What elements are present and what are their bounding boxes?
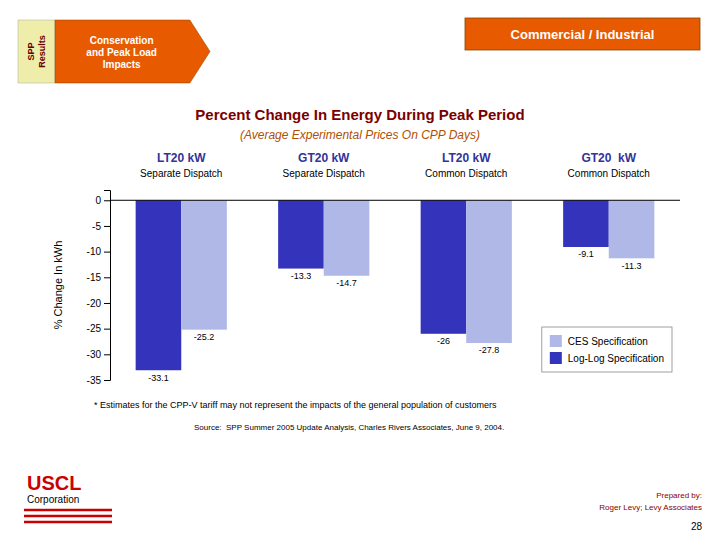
bar	[563, 200, 609, 247]
segment-label: Commercial / Industrial	[511, 27, 655, 42]
subtitle: (Average Experimental Prices On CPP Days…	[240, 128, 480, 142]
y-tick-mark	[104, 354, 110, 355]
data-label: -25.2	[194, 332, 215, 342]
spp-box	[18, 20, 55, 83]
subcategory-label: Common Dispatch	[425, 168, 507, 179]
category-label: GT20 kW	[298, 151, 350, 165]
logo-subtext: Corporation	[27, 494, 79, 505]
y-tick-mark	[104, 226, 110, 227]
text-line: and Peak Load	[86, 46, 157, 57]
legend-swatch	[550, 352, 562, 364]
y-tick-label: -5	[92, 221, 101, 232]
y-tick-label: -30	[87, 349, 102, 360]
segment-box	[465, 18, 700, 50]
data-label: -11.3	[622, 261, 642, 271]
y-tick: -25	[87, 323, 110, 334]
source: Source: SPP Summer 2005 Update Analysis,…	[194, 423, 504, 432]
data-label: -26	[437, 336, 450, 346]
y-tick-label: -35	[87, 375, 102, 386]
text-line: SPP	[26, 42, 36, 60]
arrow-label: Conservationand Peak LoadImpacts	[86, 34, 157, 69]
text-line: Results	[37, 35, 47, 68]
legend-label: CES Specification	[568, 336, 648, 347]
bars	[136, 200, 655, 370]
logo: USCL	[27, 472, 81, 494]
bar	[609, 200, 655, 258]
arrow-box	[55, 20, 210, 83]
zero-line	[110, 200, 680, 201]
data-label: -27.8	[479, 345, 500, 355]
title: Percent Change In Energy During Peak Per…	[195, 106, 524, 123]
y-tick: -15	[87, 272, 110, 283]
logo-line	[24, 509, 112, 512]
y-tick-mark	[104, 380, 110, 381]
chart: SPPResults Conservationand Peak LoadImpac…	[0, 0, 720, 540]
legend-swatch	[550, 335, 562, 347]
y-axis: 0 -5 -10 -15 -20 -25 -30 -35	[87, 191, 111, 386]
legend-label: Log-Log Specification	[568, 353, 664, 364]
bar	[136, 200, 182, 370]
y-tick-label: -10	[87, 246, 102, 257]
legend-box	[542, 327, 672, 372]
bar	[181, 200, 227, 329]
subcategory-label: Common Dispatch	[568, 168, 650, 179]
bar	[324, 200, 370, 275]
data-label: -33.1	[148, 373, 169, 383]
y-tick: -30	[87, 349, 110, 360]
bar	[278, 200, 324, 268]
logo-line	[24, 515, 112, 518]
y-tick-mark	[104, 303, 110, 304]
data-label: -14.7	[336, 278, 357, 288]
y-axis-line	[104, 191, 111, 381]
page-number: 28	[691, 521, 703, 532]
data-label: -13.3	[291, 271, 312, 281]
prepared-by: Prepared by:	[656, 491, 702, 500]
y-tick: -20	[87, 298, 110, 309]
text-line: Conservation	[90, 34, 154, 45]
legend: CES Specification Log-Log Specification	[542, 327, 672, 372]
text-line: Impacts	[103, 58, 141, 69]
y-tick-mark	[104, 252, 110, 253]
subcategory-label: Separate Dispatch	[140, 168, 222, 179]
y-tick-label: 0	[95, 195, 101, 206]
bar	[421, 200, 467, 334]
data-label: -9.1	[578, 249, 594, 259]
prepared-by-name: Roger Levy; Levy Associates	[599, 503, 702, 512]
y-axis-title: % Change In kWh	[52, 241, 64, 330]
y-tick: -5	[92, 221, 110, 232]
y-tick-label: -20	[87, 298, 102, 309]
y-tick: 0	[95, 195, 110, 206]
y-tick-label: -25	[87, 323, 102, 334]
y-tick-mark	[104, 200, 110, 201]
y-tick-label: -15	[87, 272, 102, 283]
logo-line	[24, 521, 112, 524]
subcategory-label: Separate Dispatch	[283, 168, 365, 179]
category-label: LT20 kW	[157, 151, 206, 165]
y-tick-mark	[104, 277, 110, 278]
category-label: GT20 kW	[581, 151, 636, 165]
y-tick: -10	[87, 246, 110, 257]
footnote: * Estimates for the CPP-V tariff may not…	[94, 400, 497, 410]
y-tick-mark	[104, 329, 110, 330]
category-label: LT20 kW	[442, 151, 491, 165]
y-tick: -35	[87, 375, 110, 386]
spp-label: SPPResults	[26, 35, 47, 68]
bar	[466, 200, 512, 343]
